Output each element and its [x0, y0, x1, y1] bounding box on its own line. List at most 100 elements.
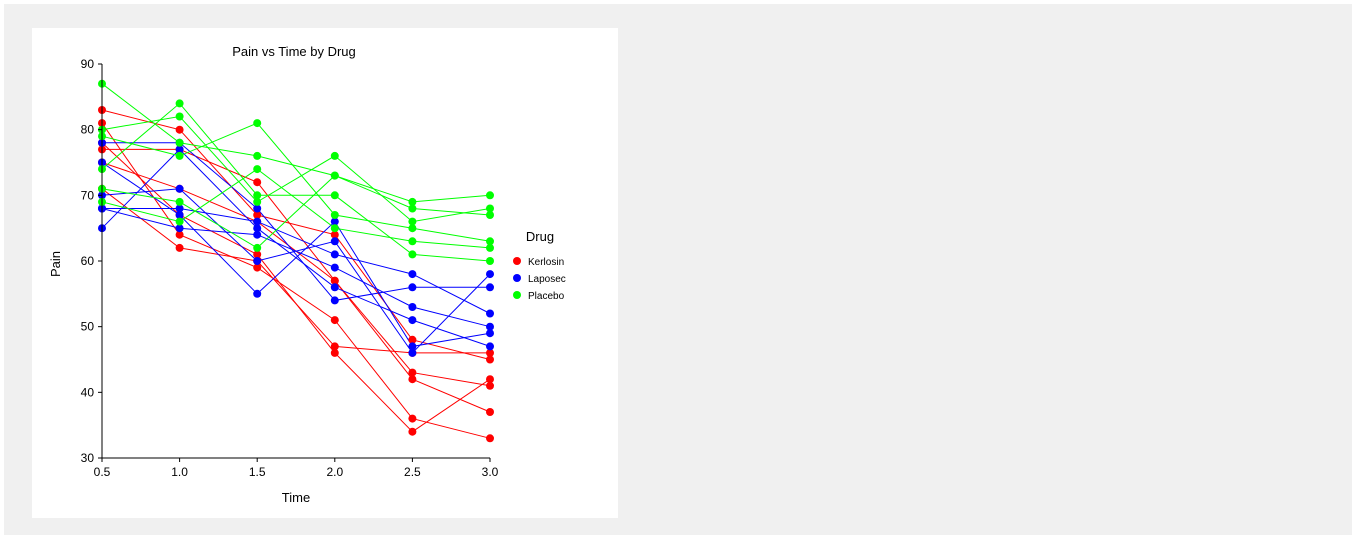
data-point-placebo	[175, 138, 184, 147]
y-tick-label: 40	[81, 385, 95, 399]
series-line-placebo-4	[101, 122, 491, 242]
series-line-placebo-5	[101, 175, 491, 249]
data-point-laposec	[408, 270, 417, 279]
y-axis-label: Pain	[48, 251, 63, 277]
data-point-placebo	[253, 197, 262, 206]
data-point-kerlosin	[408, 414, 417, 423]
data-point-placebo	[486, 237, 494, 246]
data-point-laposec	[253, 230, 262, 239]
data-point-kerlosin	[486, 434, 494, 443]
data-point-placebo	[330, 211, 339, 219]
legend-marker-kerlosin	[513, 257, 521, 265]
data-point-kerlosin	[408, 335, 417, 344]
legend-title: Drug	[526, 229, 554, 244]
window-background: Pain vs Time by Drug 0.5 1.0 1.5 2.0 2.5 3.0 …	[4, 4, 1352, 535]
data-point-placebo	[175, 151, 184, 160]
series-line-laposec-3	[101, 188, 491, 354]
data-point-laposec	[408, 283, 417, 292]
series-line-laposec-5	[101, 148, 491, 347]
data-point-laposec	[408, 348, 417, 357]
data-point-placebo	[253, 119, 262, 128]
data-point-kerlosin	[330, 276, 339, 285]
data-point-laposec	[486, 270, 494, 279]
data-point-laposec	[330, 217, 339, 226]
chart-title: Pain vs Time by Drug	[232, 44, 356, 59]
y-tick-label: 30	[81, 451, 95, 465]
data-point-laposec	[253, 224, 262, 233]
series-line-placebo-3	[101, 102, 491, 262]
data-point-placebo	[253, 165, 262, 174]
series-line-kerlosin-1	[101, 109, 491, 360]
y-tick-label: 80	[81, 123, 95, 137]
data-point-kerlosin	[408, 368, 417, 377]
y-tick-label: 70	[81, 188, 95, 202]
data-point-kerlosin	[408, 427, 417, 436]
data-point-laposec	[486, 283, 494, 292]
data-point-laposec	[253, 257, 262, 265]
data-point-placebo	[253, 191, 262, 200]
line-chart: Pain vs Time by Drug 0.5 1.0 1.5 2.0 2.5 3.0 …	[48, 44, 566, 505]
legend-label-placebo: Placebo	[528, 291, 565, 302]
data-point-laposec	[253, 289, 262, 298]
y-axis-ticks: 30 40 50 60 70 80 90	[81, 57, 102, 465]
series-line-laposec-4	[101, 208, 491, 328]
data-point-placebo	[253, 151, 262, 160]
data-point-kerlosin	[253, 178, 262, 187]
data-point-laposec	[175, 224, 184, 233]
series-line-kerlosin-2	[101, 122, 491, 439]
data-point-laposec	[486, 309, 494, 318]
data-point-placebo	[330, 171, 339, 180]
y-tick-label: 90	[81, 57, 95, 71]
data-point-laposec	[486, 329, 494, 338]
data-point-kerlosin	[330, 316, 339, 325]
data-point-laposec	[330, 250, 339, 259]
data-point-kerlosin	[486, 381, 494, 390]
series-line-placebo-6	[101, 168, 491, 249]
data-point-placebo	[175, 217, 184, 226]
data-point-placebo	[330, 224, 339, 233]
legend-marker-placebo	[513, 291, 521, 299]
x-tick-label: 0.5	[94, 465, 111, 479]
data-point-laposec	[253, 204, 262, 213]
x-tick-label: 2.5	[404, 465, 421, 479]
legend-marker-laposec	[513, 274, 521, 282]
series-line-placebo-1	[101, 83, 491, 203]
data-point-placebo	[408, 217, 417, 226]
data-point-kerlosin	[330, 230, 339, 239]
data-point-laposec	[175, 145, 184, 154]
data-point-placebo	[486, 243, 494, 252]
data-point-placebo	[408, 237, 417, 246]
data-point-placebo	[175, 99, 184, 108]
series-line-laposec-6	[102, 208, 491, 314]
data-point-laposec	[175, 211, 184, 219]
x-tick-label: 1.0	[171, 465, 188, 479]
legend-label-laposec: Laposec	[528, 274, 566, 285]
y-tick-label: 50	[81, 320, 95, 334]
data-point-laposec	[486, 322, 494, 331]
series-line-kerlosin-6	[101, 162, 491, 387]
data-point-kerlosin	[253, 263, 262, 272]
data-point-laposec	[408, 316, 417, 325]
data-point-placebo	[486, 191, 494, 200]
data-point-kerlosin	[486, 348, 494, 357]
data-point-placebo	[486, 204, 494, 213]
data-point-laposec	[330, 283, 339, 292]
data-point-kerlosin	[330, 348, 339, 357]
data-point-laposec	[330, 296, 339, 305]
data-point-laposec	[408, 342, 417, 351]
x-tick-label: 2.0	[326, 465, 343, 479]
data-point-laposec	[253, 217, 262, 226]
data-point-kerlosin	[175, 125, 184, 134]
series-line-kerlosin-5	[101, 142, 491, 433]
data-point-kerlosin	[175, 243, 184, 252]
data-point-laposec	[486, 342, 494, 351]
series-line-kerlosin-4	[101, 188, 490, 354]
plot-lines	[101, 83, 491, 439]
plot-points	[98, 79, 494, 443]
x-axis-ticks: 0.5 1.0 1.5 2.0 2.5 3.0	[94, 458, 499, 479]
data-point-kerlosin	[175, 230, 184, 239]
series-line-placebo-2	[101, 115, 491, 223]
series-line-kerlosin-3	[102, 148, 491, 413]
chart-panel: Pain vs Time by Drug 0.5 1.0 1.5 2.0 2.5 3.0 …	[32, 28, 618, 518]
y-tick-label: 60	[81, 254, 95, 268]
